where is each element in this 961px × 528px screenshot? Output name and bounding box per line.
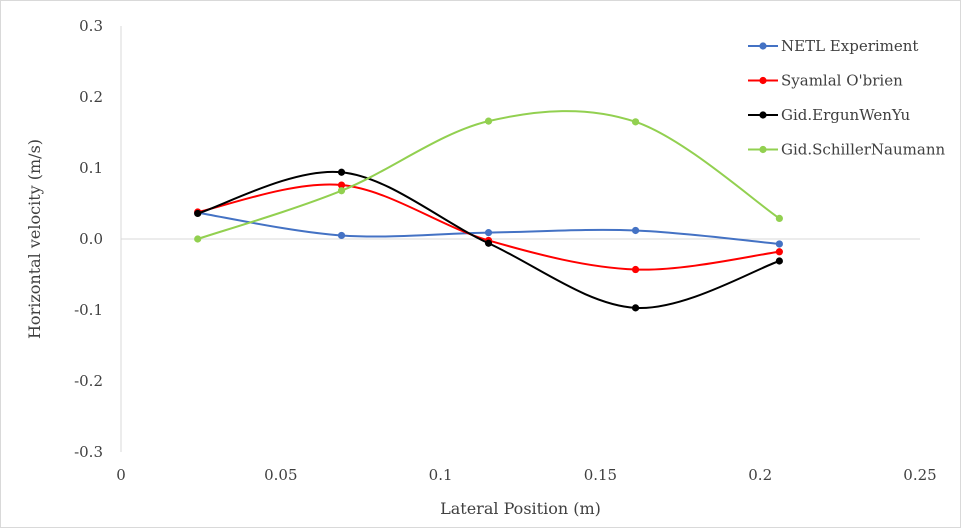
data-point — [484, 229, 493, 237]
y-tick-label: -0.3 — [74, 443, 103, 461]
x-tick-label: 0.25 — [903, 466, 936, 484]
legend-label: Syamlal O'brien — [781, 72, 903, 90]
legend-marker — [759, 145, 767, 154]
data-point — [631, 118, 640, 126]
series-netl-experiment — [194, 209, 783, 248]
data-point — [194, 235, 202, 243]
legend-item: Syamlal O'brien — [748, 72, 903, 90]
x-tick-labels: 0 0.05 0.1 0.15 0.2 0.25 — [116, 466, 936, 484]
data-point — [337, 231, 346, 240]
data-point — [631, 304, 640, 312]
legend-label: Gid.SchillerNaumann — [781, 141, 945, 159]
series-line — [196, 110, 781, 240]
x-axis-title: Lateral Position (m) — [440, 499, 601, 518]
y-tick-label: 0.2 — [79, 88, 103, 106]
x-tick-label: 0.15 — [584, 466, 617, 484]
y-axis-title: Horizontal velocity (m/s) — [25, 139, 44, 339]
x-tick-label: 0.05 — [264, 466, 297, 484]
legend-marker — [759, 111, 767, 119]
series-line — [196, 183, 781, 271]
legend-marker — [759, 76, 767, 85]
x-tick-label: 0 — [116, 466, 126, 484]
data-point — [775, 248, 783, 256]
legend: NETL Experiment Syamlal O'brien Gid.ErgunW… — [748, 37, 945, 159]
series-gid-schillernaumann — [194, 110, 783, 243]
legend-item: Gid.SchillerNaumann — [748, 141, 945, 159]
series-layer — [194, 110, 783, 312]
legend-label: Gid.ErgunWenYu — [781, 106, 911, 124]
axes — [120, 26, 920, 452]
data-point — [775, 257, 783, 265]
data-point — [484, 239, 493, 247]
y-tick-label: 0.0 — [79, 230, 103, 248]
data-point — [337, 168, 346, 176]
y-tick-labels: 0.3 0.2 0.1 0.0 -0.1 -0.2 -0.3 — [74, 17, 103, 461]
data-point — [337, 181, 346, 189]
series-gid-ergunwenyu — [194, 168, 783, 312]
legend-item: Gid.ErgunWenYu — [748, 106, 911, 124]
y-tick-label: -0.1 — [74, 301, 103, 319]
data-point — [337, 187, 346, 195]
data-point — [194, 209, 202, 218]
legend-item: NETL Experiment — [748, 37, 918, 55]
data-point — [631, 226, 640, 235]
legend-label: NETL Experiment — [781, 37, 918, 55]
x-tick-label: 0.1 — [429, 466, 453, 484]
y-tick-label: 0.1 — [79, 159, 103, 177]
y-tick-label: 0.3 — [79, 17, 103, 35]
data-point — [775, 214, 783, 223]
data-point — [775, 240, 783, 248]
y-tick-label: -0.2 — [74, 372, 103, 390]
legend-marker — [759, 42, 767, 50]
data-point — [484, 117, 493, 125]
data-point — [631, 265, 640, 274]
x-tick-label: 0.2 — [748, 466, 772, 484]
